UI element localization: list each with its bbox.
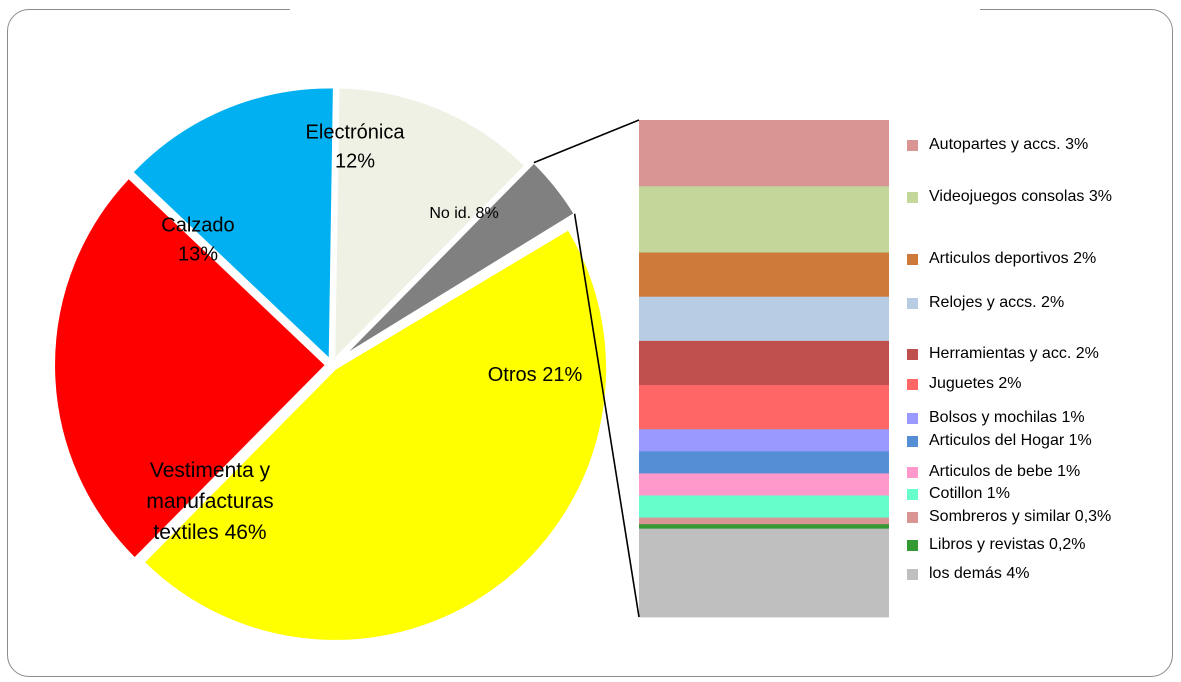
legend-marker-demas [907, 569, 918, 580]
bar-segment-bebe [639, 473, 889, 496]
slice-label-calzado: Calzado 13% [161, 215, 234, 266]
legend-marker-bebe [907, 467, 918, 478]
legend-marker-videojuegos [907, 192, 918, 203]
bar-segment-hogar [639, 451, 889, 474]
legend-marker-hogar [907, 436, 918, 447]
legend-label-libros: Libros y revistas 0,2% [929, 536, 1086, 553]
bar-segment-libros [639, 524, 889, 530]
bar-segment-juguetes [639, 385, 889, 430]
legend-label-hogar: Articulos del Hogar 1% [929, 432, 1092, 449]
pie-slice-no-id [333, 86, 527, 362]
legend-label-bebe: Articulos de bebe 1% [929, 463, 1080, 480]
breakdown-bar [639, 120, 889, 618]
pie-labels: Vestimenta y manufacturas textiles 46% Calz… [146, 122, 582, 544]
legend-label-autopartes: Autopartes y accs. 3% [929, 136, 1088, 153]
bar-segment-cotillon [639, 495, 889, 518]
bar-segment-relojes [639, 296, 889, 342]
pie-slice-calzado [53, 176, 328, 560]
legend-marker-herramientas [907, 349, 918, 360]
title-area [290, 0, 980, 16]
bar-segment-herramientas [639, 340, 889, 386]
connector-line-bottom [573, 213, 640, 618]
connector-line-top [533, 119, 640, 164]
bar-segment-deportivos [639, 252, 889, 298]
legend-marker-deportivos [907, 254, 918, 265]
bar-segment-bolsos [639, 429, 889, 452]
legend-label-videojuegos: Videojuegos consolas 3% [929, 188, 1112, 205]
pie-slice-electronica [130, 86, 335, 362]
pie-slice-vestimenta [142, 227, 609, 642]
legend-label-herramientas: Herramientas y acc. 2% [929, 345, 1099, 362]
bar-segment-demas [639, 528, 889, 618]
slice-label-vestimenta: Vestimenta y manufacturas textiles 46% [146, 459, 273, 544]
legend-label-sombreros: Sombreros y similar 0,3% [929, 508, 1111, 525]
legend-label-juguetes: Juguetes 2% [929, 375, 1022, 392]
slice-label-electronica: Electrónica 12% [306, 122, 406, 173]
legend-label-demas: los demás 4% [929, 565, 1030, 582]
legend-marker-relojes [907, 298, 918, 309]
slice-label-no-id: No id. 8% [429, 205, 498, 222]
legend-marker-autopartes [907, 140, 918, 151]
legend-marker-cotillon [907, 489, 918, 500]
legend-label-relojes: Relojes y accs. 2% [929, 294, 1064, 311]
legend-label-cotillon: Cotillon 1% [929, 485, 1010, 502]
slice-label-otros: Otros 21% [488, 364, 583, 386]
legend-marker-sombreros [907, 512, 918, 523]
legend-marker-juguetes [907, 379, 918, 390]
pie-slices [53, 86, 609, 642]
legend-label-deportivos: Articulos deportivos 2% [929, 250, 1096, 267]
breakdown-legend: Autopartes y accs. 3% Videojuegos consola… [907, 136, 1112, 582]
legend-label-bolsos: Bolsos y mochilas 1% [929, 409, 1085, 426]
legend-marker-bolsos [907, 413, 918, 424]
bar-segment-autopartes [639, 120, 889, 187]
bar-segment-sombreros [639, 517, 889, 525]
bar-segment-videojuegos [639, 186, 889, 253]
legend-marker-libros [907, 540, 918, 551]
